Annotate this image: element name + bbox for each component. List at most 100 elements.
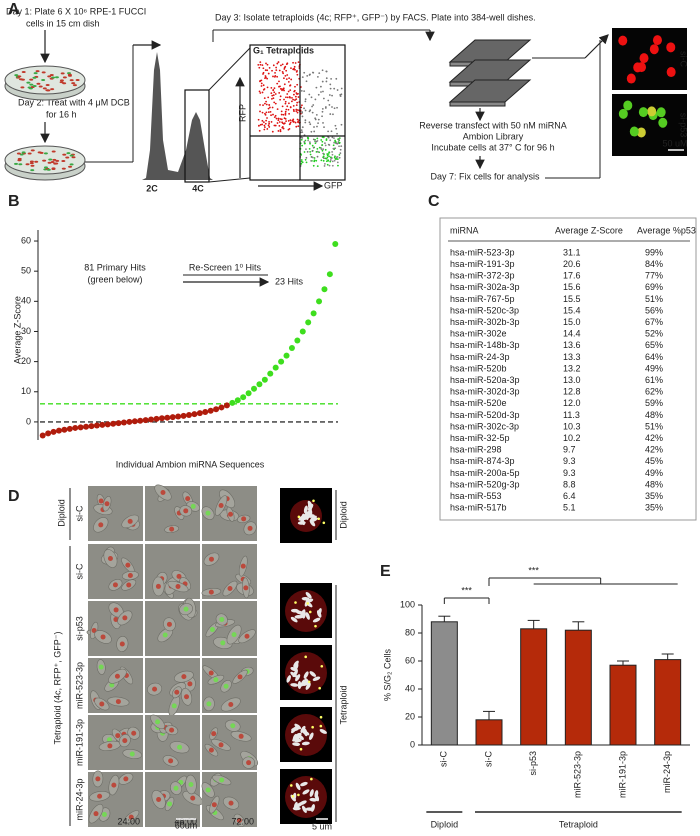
facs-event [267,72,270,75]
facs-event [324,106,327,108]
facs-event [339,152,342,155]
facs-event [264,102,266,105]
facs-event [303,90,306,93]
cell [32,85,37,88]
nucleus [623,100,633,111]
facs-event [321,140,324,143]
table-cell: hsa-miR-874-3p [450,456,515,466]
facs-event [283,77,285,80]
facs-event [311,150,314,152]
chromosome [295,610,304,615]
facs-event [260,82,263,85]
column-label: Diploid [338,501,348,529]
facs-event [324,142,326,145]
facs-event [304,119,307,122]
facs-event [268,67,271,69]
facs-event [283,98,285,101]
table-cell: 10.2 [563,433,581,443]
facs-event [300,89,303,92]
cell [67,73,72,76]
facs-event [309,153,312,156]
facs-event [335,127,338,130]
facs-event [300,153,303,156]
facs-event [296,83,299,86]
facs-event [322,136,325,139]
facs-event [317,150,320,153]
facs-event [269,110,272,113]
step-text: cells in 15 cm dish [26,18,100,28]
chromosome [295,782,301,791]
facs-event [333,87,336,90]
facs-event [322,97,325,100]
facs-event [306,150,309,153]
facs-event [308,121,311,124]
facs-event [267,107,270,110]
facs-event [285,120,287,123]
centrosome [319,724,323,728]
x-tick-label: si-C [483,751,493,767]
facs-event [259,61,262,64]
facs-event [294,121,297,124]
facs-event [276,82,279,85]
nucleus [95,776,101,782]
nucleus [223,683,229,689]
time-label: 24:00 [117,816,140,826]
chromosome [301,805,307,813]
facs-event [282,113,285,116]
nucleus [638,107,648,118]
table-frame [439,217,697,521]
cell [51,167,56,170]
nucleus [188,782,194,788]
table-cell: 64% [645,352,663,362]
data-point [45,430,52,437]
axis-title: Average Z-Score [12,296,22,364]
facs-event [262,104,264,107]
bar [475,719,503,746]
image-label: si-p53 [679,113,689,138]
cell [47,161,52,164]
step-text: for 16 h [46,109,77,119]
facs-event [304,139,307,142]
table-cell: 42% [645,433,663,443]
data-point [223,402,230,409]
facs-event [267,124,270,127]
table-cell: 9.3 [563,456,576,466]
nucleus [169,727,175,733]
facs-event [300,129,303,132]
nucleus [213,677,219,683]
facs-event [330,157,333,160]
panel-label: D [8,488,20,505]
facs-event [295,98,298,101]
facs-event [293,67,295,70]
facs-event [321,115,323,118]
facs-event [274,124,277,127]
facs-event [308,147,311,150]
cell [21,70,26,73]
facs-event [296,111,299,114]
row-label: si-p53 [74,616,84,641]
table-cell: 99% [645,247,663,257]
table-cell: 13.0 [563,375,581,385]
facs-event [332,144,335,147]
facs-event [322,152,325,155]
nucleus [107,743,113,749]
table-cell: hsa-miR-302e [450,329,507,339]
facs-event [323,157,325,160]
facs-event [283,66,286,69]
nucleus [647,106,657,117]
group-label: Diploid [431,819,459,829]
data-point [218,404,225,411]
facs-event [290,78,293,81]
facs-event [276,62,279,65]
nucleus [247,525,253,531]
facs-event [331,151,334,153]
facs-event [309,150,312,153]
cell [38,85,43,88]
facs-event [333,137,335,140]
facs-event [311,111,314,114]
table-cell: 69% [645,282,663,292]
table-cell: 42% [645,445,663,455]
nucleus [100,634,106,640]
nucleus [113,607,119,613]
data-point [77,424,84,431]
